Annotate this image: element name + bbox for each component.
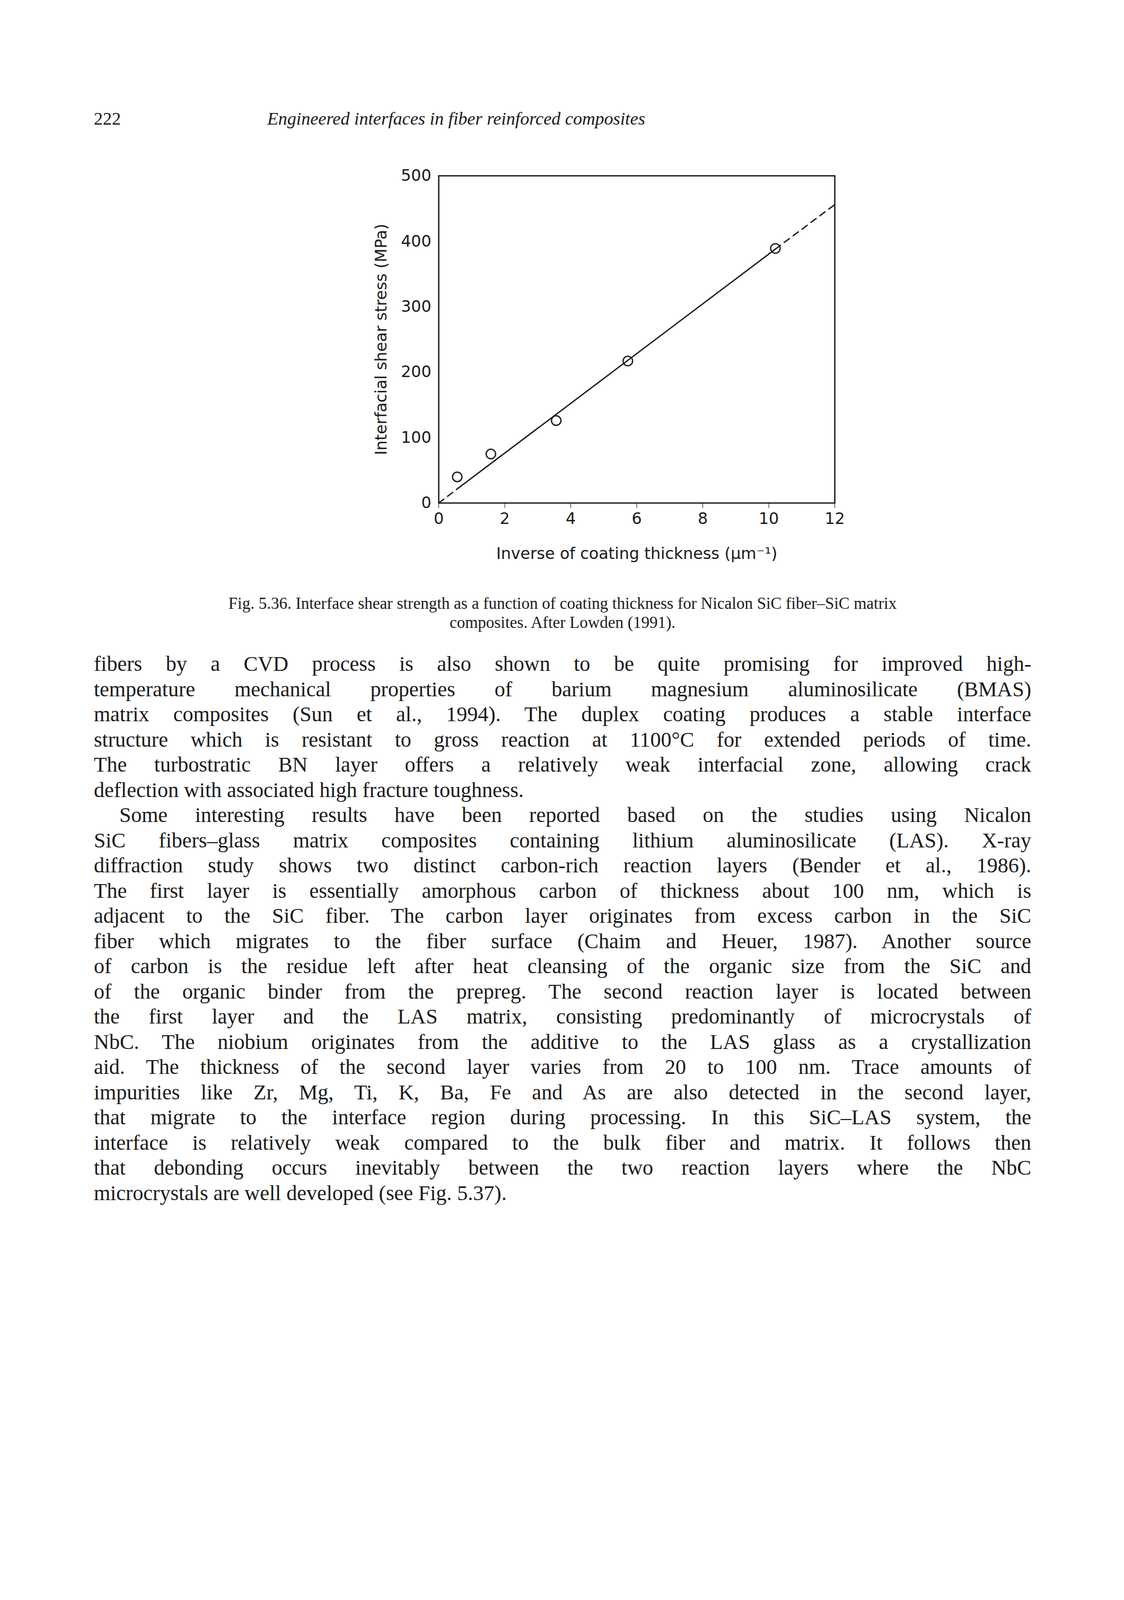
html-text:composites. After Lowden (1991: composites. After Lowden (1991). <box>449 612 676 632</box>
html-text:impurities like Zr, Mg, Ti, K,: impurities like Zr, Mg, Ti, K, Ba, Fe an… <box>93 1079 1032 1104</box>
svg-text:2: 2 <box>499 508 510 528</box>
html-text:diffraction study shows two di: diffraction study shows two distinct car… <box>93 853 1032 877</box>
svg-text:10: 10 <box>758 508 779 528</box>
html-text:temperature mechanical propert: temperature mechanical properties of bar… <box>93 676 1032 701</box>
html-text:The first layer is essentially: The first layer is essentially amorphous… <box>93 878 1032 903</box>
html-text:The turbostratic BN layer offe: The turbostratic BN layer offers a relat… <box>93 752 1032 777</box>
svg-text:0: 0 <box>433 508 444 528</box>
html-text:NbC. The niobium originates fr: NbC. The niobium originates from the add… <box>93 1029 1032 1054</box>
svg-text:8: 8 <box>697 508 708 528</box>
svg-text:6: 6 <box>631 508 642 528</box>
html-text:222: 222 <box>93 108 121 129</box>
html-text:that debonding occurs inevitab: that debonding occurs inevitably between… <box>93 1155 1032 1180</box>
svg-text:Interfacial shear stress (MPa): Interfacial shear stress (MPa) <box>371 223 391 456</box>
svg-text:500: 500 <box>400 165 432 185</box>
html-text:adjacent to the SiC fiber. The: adjacent to the SiC fiber. The carbon la… <box>93 903 1032 928</box>
svg-text:300: 300 <box>400 296 432 316</box>
svg-text:200: 200 <box>400 362 432 381</box>
html-text:Fig. 5.36. Interface shear str: Fig. 5.36. Interface shear strength as a… <box>228 593 897 613</box>
html-text:that migrate to the interface: that migrate to the interface region dur… <box>93 1104 1032 1129</box>
html-text:fiber which migrates to the fi: fiber which migrates to the fiber surfac… <box>93 928 1032 953</box>
html-text:matrix composites (Sun et al.,: matrix composites (Sun et al., 1994). Th… <box>93 701 1032 726</box>
html-text:Some interesting results have: Some interesting results have been repor… <box>119 802 1032 827</box>
html-text:of the organic binder from the: of the organic binder from the prepreg. … <box>93 978 1032 1003</box>
html-text:of carbon is the residue left: of carbon is the residue left after heat… <box>93 953 1032 978</box>
svg-text:100: 100 <box>400 427 432 447</box>
svg-text:4: 4 <box>565 508 576 528</box>
html-text:structure which is resistant t: structure which is resistant to gross re… <box>93 727 1032 752</box>
svg-text:Inverse of coating thickness (: Inverse of coating thickness (µm⁻¹) <box>496 543 778 563</box>
html-text:SiC fibers–glass matrix compos: SiC fibers–glass matrix composites conta… <box>93 827 1032 852</box>
svg-text:12: 12 <box>824 508 845 528</box>
html-text:the first layer and the LAS ma: the first layer and the LAS matrix, cons… <box>93 1004 1032 1029</box>
html-text:fibers by a CVD process is als: fibers by a CVD process is also shown to… <box>93 651 1032 676</box>
svg-text:0: 0 <box>420 493 432 512</box>
html-text:interface is relatively weak c: interface is relatively weak compared to… <box>93 1130 1032 1154</box>
html-text:aid. The thickness of the seco: aid. The thickness of the second layer v… <box>93 1054 1032 1079</box>
html-text:Engineered interfaces in fiber: Engineered interfaces in fiber reinforce… <box>267 108 646 129</box>
svg-text:400: 400 <box>400 231 432 251</box>
html-text:deflection with associated hig: deflection with associated high fracture… <box>93 777 524 802</box>
html-text:microcrystals are well develop: microcrystals are well developed (see Fi… <box>93 1180 507 1205</box>
